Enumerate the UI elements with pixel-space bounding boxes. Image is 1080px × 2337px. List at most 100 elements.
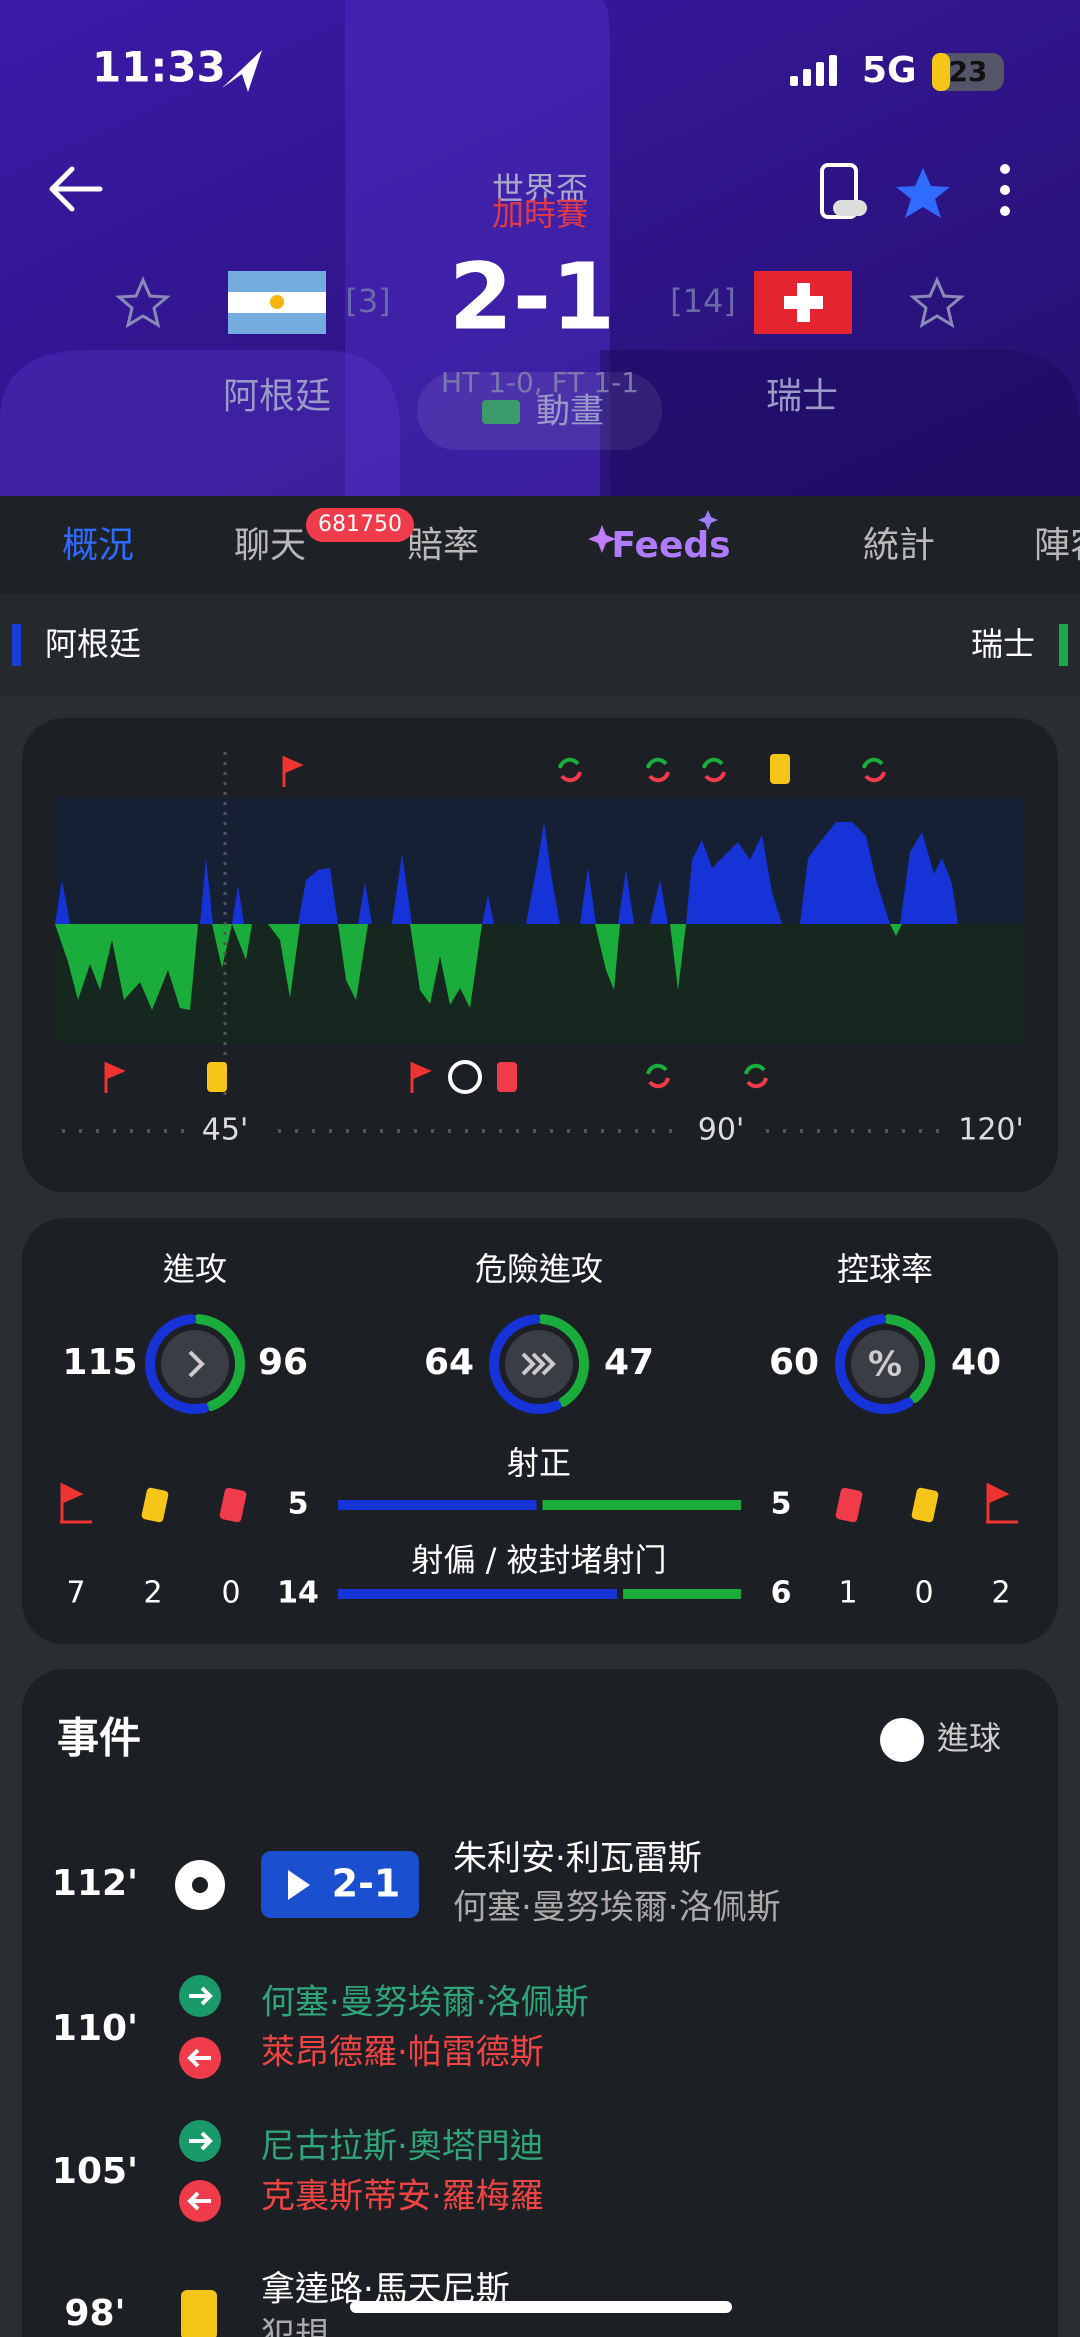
goal-legend-icon (880, 1718, 924, 1762)
sparkle (588, 525, 616, 553)
sub-out-arrow (187, 2191, 211, 2211)
away-yellow: 0 (914, 1576, 933, 1611)
tab[interactable]: 賠率 (407, 525, 479, 566)
competition: 世界盃 (492, 170, 588, 208)
home-value: 64 (424, 1342, 474, 1383)
tab[interactable]: 統計 (863, 525, 935, 566)
away-team: 瑞士 (766, 376, 838, 417)
result-detail: HT 1-0, FT 1-1 (441, 366, 639, 399)
stat-label: 危險進攻 (475, 1250, 603, 1288)
stat-label: 進攻 (163, 1250, 227, 1288)
booking-note: 犯規 (261, 2316, 329, 2337)
battery-level (932, 53, 950, 91)
tab-bar (0, 496, 1080, 593)
animation-label: 動畫 (536, 392, 604, 432)
tab[interactable]: Feeds (611, 525, 730, 566)
away-value: 5 (771, 1487, 792, 1522)
goal-icon (192, 1877, 208, 1893)
header-decor (345, 0, 610, 496)
animation-button[interactable] (417, 372, 662, 450)
away-value: 96 (258, 1342, 308, 1383)
event-icons (104, 754, 886, 1094)
player-out: 克裏斯蒂安·羅梅羅 (261, 2177, 544, 2217)
donut-icon (188, 1350, 205, 1378)
animation-icon (482, 400, 520, 424)
away-flag (754, 271, 852, 334)
home-follow[interactable] (115, 276, 171, 329)
goal-video-button[interactable] (261, 1851, 419, 1918)
stats-card (22, 1218, 1058, 1644)
event-minute: 105' (52, 2151, 138, 2192)
home-flag (228, 271, 326, 334)
widget-toggle (833, 200, 867, 216)
team-bar (0, 593, 1080, 697)
stage: 加時賽 (492, 195, 588, 233)
back-button[interactable] (49, 166, 103, 212)
more-button[interactable] (1000, 164, 1010, 216)
team-bar-home: 阿根廷 (45, 625, 141, 663)
location-icon (222, 50, 262, 92)
assist: 何塞·曼努埃爾·洛佩斯 (453, 1888, 781, 1928)
time-mark: 45' (202, 1113, 248, 1148)
away-value: 6 (771, 1576, 792, 1611)
sparkle (698, 510, 718, 530)
widget-button[interactable] (820, 163, 858, 219)
chat-badge: 681750 (318, 512, 402, 537)
stat-label: 射正 (507, 1444, 571, 1482)
events-title: 事件 (57, 1714, 141, 1763)
donut-center (161, 1330, 229, 1398)
stat-icons (60, 1482, 1018, 1524)
away-color (1059, 624, 1068, 666)
home-arc (488, 1314, 562, 1414)
tab[interactable]: 陣容 (1034, 525, 1080, 566)
event-minute: 110' (52, 2008, 138, 2049)
player-out: 萊昂德羅·帕雷德斯 (261, 2033, 544, 2073)
time-mark: 90' (698, 1113, 744, 1148)
home-team: 阿根廷 (223, 376, 331, 417)
away-arc (537, 1314, 589, 1407)
goal-score: 2-1 (332, 1862, 401, 1906)
event-minute: 98' (64, 2293, 125, 2334)
home-indicator (350, 2301, 732, 2313)
goal-legend: 進球 (937, 1719, 1001, 1757)
home-bar (338, 1589, 618, 1599)
away-follow[interactable] (909, 276, 965, 329)
away-value: 47 (604, 1342, 654, 1383)
home-red: 0 (221, 1576, 240, 1611)
network: 5G (862, 50, 917, 91)
header-decor (0, 350, 400, 496)
chat-badge-bg (306, 508, 414, 542)
tab[interactable]: 聊天 (234, 525, 306, 566)
play-icon (288, 1870, 310, 1900)
score: 2-1 (449, 243, 615, 350)
tab[interactable]: 概況 (62, 525, 134, 566)
yellow-card-icon (181, 2290, 217, 2337)
home-rank: [3] (345, 282, 390, 320)
home-arc (145, 1314, 209, 1414)
player-in: 何塞·曼努埃爾·洛佩斯 (261, 1983, 589, 2023)
stat-label: 射偏 / 被封堵射门 (411, 1541, 666, 1579)
home-bar (338, 1500, 537, 1510)
events-card (22, 1669, 1058, 2337)
home-value: 5 (288, 1487, 309, 1522)
home-value: 14 (277, 1576, 319, 1611)
away-bar (623, 1589, 741, 1599)
away-momentum (55, 924, 902, 1010)
signal-icon (790, 55, 837, 86)
scorer: 朱利安·利瓦雷斯 (453, 1839, 702, 1879)
time-mark: 120' (958, 1113, 1024, 1148)
donut-center (505, 1330, 573, 1398)
away-red: 1 (838, 1576, 857, 1611)
status-time: 11:33 (92, 43, 226, 92)
donut-center (851, 1330, 919, 1398)
team-bar-away: 瑞士 (971, 625, 1035, 663)
battery-text: 23 (949, 55, 988, 88)
away-bar (542, 1500, 741, 1510)
event-minute: 112' (52, 1863, 138, 1904)
stat-label: 控球率 (837, 1250, 933, 1288)
away-rank: [14] (670, 282, 736, 320)
favorite-button[interactable] (896, 168, 950, 218)
home-corners: 7 (66, 1576, 85, 1611)
